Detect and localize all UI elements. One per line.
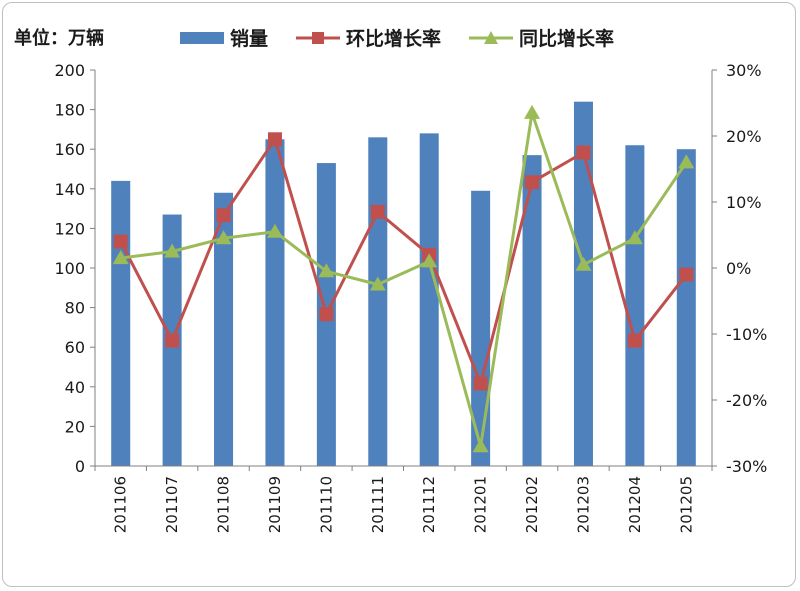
mom-point-201204 [627,333,642,348]
y-right-tick-label: -20% [726,391,767,410]
mom-point-201201 [473,376,488,391]
bar-201112 [419,133,439,467]
legend-item-mom: 环比增长率 [296,24,441,51]
y-left-tick-label: 160 [54,140,85,159]
bar-201106 [111,180,131,466]
x-tick-label: 201112 [420,476,438,533]
y-right-tick-label: 30% [726,61,762,80]
mom-point-201205 [679,267,694,282]
bar-201111 [368,137,388,466]
mom-point-201110 [319,307,334,322]
legend-item-sales: 销量 [180,24,268,51]
legend-yoy-label: 同比增长率 [519,28,615,50]
x-tick-label: 201106 [112,476,130,533]
x-tick-label: 201201 [472,476,490,533]
yoy-point-201106 [112,250,129,265]
legend-sales-swatch [180,31,224,44]
legend-sales-label: 销量 [230,28,269,50]
yoy-point-201110 [318,263,335,278]
mom-point-201106 [113,234,128,249]
legend-mom-label: 环比增长率 [346,28,442,50]
mom-point-201107 [165,333,180,348]
yoy-point-201111 [369,276,386,291]
x-tick-label: 201202 [523,476,541,533]
x-tick-label: 201108 [215,476,233,533]
yoy-point-201205 [678,154,695,169]
x-tick-label: 201204 [626,476,644,533]
y-left-tick-label: 20 [65,417,85,436]
yoy-point-201203 [575,256,592,271]
yoy-point-201204 [626,230,643,245]
legend-item-yoy: 同比增长率 [469,24,614,51]
y-left-tick-label: 120 [54,219,85,238]
y-left-tick-label: 60 [65,338,85,357]
x-tick-label: 201205 [677,476,695,533]
y-right-tick-label: -10% [726,325,767,344]
bar-201109 [265,139,285,467]
bar-201203 [573,101,593,467]
legend-yoy-swatch [469,30,514,44]
y-right-tick-label: -30% [726,457,767,476]
mom-point-201203 [576,145,591,160]
yoy-point-201202 [524,104,541,119]
yoy-point-201107 [164,243,181,258]
y-right-tick-label: 10% [726,193,762,212]
y-left-tick-label: 180 [54,101,85,120]
mom-point-201111 [370,204,385,219]
yoy-point-201108 [215,230,232,245]
x-tick-label: 201109 [266,476,284,533]
unit-label: 单位：万辆 [14,28,104,49]
x-tick-label: 201110 [317,476,335,533]
x-tick-label: 201203 [574,476,592,533]
mom-growth-line [119,137,688,385]
x-tick-label: 201107 [163,476,181,533]
yoy-growth-line [120,111,688,448]
mom-point-201108 [216,208,231,223]
bar-201202 [522,155,542,466]
bar-201205 [676,149,696,466]
y-left-tick-label: 40 [65,378,85,397]
y-right-tick-label: 20% [726,127,762,146]
y-left-tick-label: 100 [54,259,85,278]
yoy-point-201201 [472,438,489,453]
mom-point-201202 [525,175,540,190]
bar-201204 [625,145,645,467]
chart-legend: 销量 环比增长率 同比增长率 [180,24,642,51]
yoy-point-201112 [421,253,438,268]
y-right-tick-label: 0% [726,259,751,278]
y-left-tick-label: 140 [54,180,85,199]
legend-mom-swatch [296,31,341,44]
y-left-tick-label: 200 [54,61,85,80]
bar-201201 [471,190,491,466]
yoy-point-201109 [266,223,283,238]
x-tick-label: 201111 [369,476,387,533]
mom-point-201109 [267,132,282,147]
y-left-tick-label: 0 [75,457,85,476]
bar-201108 [214,192,234,466]
y-left-tick-label: 80 [65,299,85,318]
